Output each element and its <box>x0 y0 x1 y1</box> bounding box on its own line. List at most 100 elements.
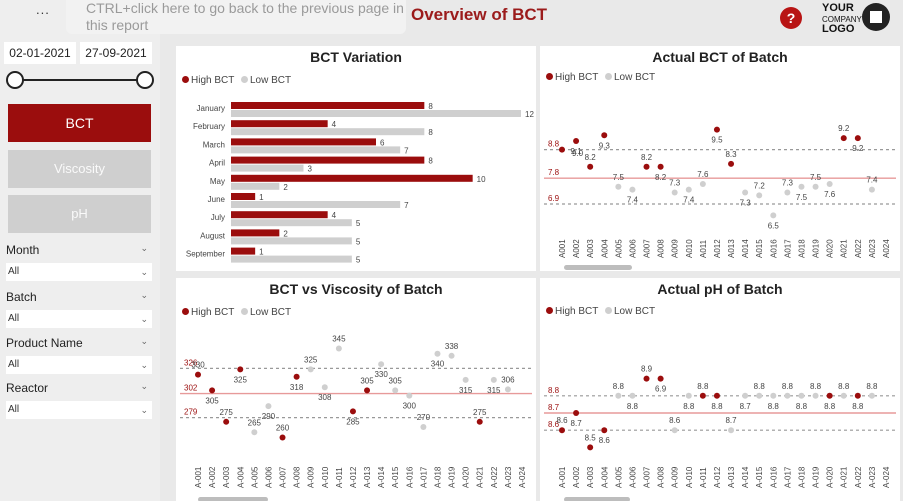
end-date-input[interactable]: 27-09-2021 <box>80 42 152 64</box>
x-tick-label: A-006 <box>264 466 273 488</box>
data-label: 8.8 <box>824 402 836 411</box>
data-label: 4 <box>332 211 337 220</box>
bar-low <box>231 128 425 136</box>
filter-label-text: Batch <box>6 290 37 304</box>
x-tick-label: A-016 <box>769 466 778 488</box>
point-high <box>279 434 286 441</box>
chevron-down-icon[interactable]: ⌄ <box>140 381 148 391</box>
x-tick-label: A018 <box>797 239 806 258</box>
x-tick-label: A001 <box>558 239 567 258</box>
chevron-down-icon[interactable]: ⌄ <box>140 290 148 300</box>
point-low <box>671 427 678 434</box>
data-label: 8.3 <box>725 150 737 159</box>
x-tick-label: A015 <box>755 239 764 258</box>
point-low <box>448 352 455 359</box>
point-high <box>854 392 861 399</box>
data-label: 318 <box>290 383 304 392</box>
point-high <box>643 375 650 382</box>
reference-label: 8.8 <box>548 386 560 395</box>
data-label: 5 <box>356 256 361 265</box>
data-label: 2 <box>283 183 288 192</box>
point-low <box>770 212 777 219</box>
legend-low-label: Low BCT <box>613 72 656 83</box>
data-label: 275 <box>219 408 233 417</box>
viscosity-button[interactable]: Viscosity <box>8 150 151 188</box>
point-low <box>462 376 469 383</box>
date-range-slider[interactable] <box>6 70 156 90</box>
data-label: 7.2 <box>754 181 766 190</box>
data-label: 306 <box>501 375 515 384</box>
data-label: 305 <box>360 376 374 385</box>
data-label: 7.5 <box>796 193 808 202</box>
chevron-down-icon[interactable]: ⌄ <box>140 336 148 346</box>
x-tick-label: A-012 <box>349 466 358 488</box>
data-label: 12 <box>525 110 534 119</box>
x-tick-label: A004 <box>600 239 609 258</box>
company-logo: YOUR COMPANY LOGO <box>822 2 890 34</box>
batch-select[interactable]: All ⌄ <box>6 310 152 328</box>
data-label: 2 <box>283 229 288 238</box>
x-tick-label: A012 <box>713 239 722 258</box>
data-label: 330 <box>191 361 205 370</box>
chart-title: BCT Variation <box>310 49 402 65</box>
product-name-select[interactable]: All ⌄ <box>6 356 152 374</box>
data-label: 305 <box>205 396 219 405</box>
chart-legend: High BCT Low BCT <box>182 75 291 86</box>
point-high <box>573 410 580 416</box>
month-select[interactable]: All ⌄ <box>6 263 152 281</box>
point-low <box>784 189 791 196</box>
reactor-filter-label[interactable]: Reactor ⌄ <box>6 381 152 395</box>
legend-low-dot <box>240 76 248 83</box>
point-low <box>699 180 706 187</box>
point-high <box>209 387 216 394</box>
month-filter-label[interactable]: Month ⌄ <box>6 243 152 257</box>
point-high <box>293 373 300 380</box>
filter-value: All <box>8 359 20 370</box>
x-tick-label: A-018 <box>433 466 442 488</box>
x-tick-label: A-005 <box>614 466 623 488</box>
point-low <box>321 384 328 391</box>
reference-label: 279 <box>184 408 198 417</box>
product-name-filter-label[interactable]: Product Name ⌄ <box>6 336 152 350</box>
horizontal-scrollbar[interactable] <box>564 265 632 270</box>
horizontal-scrollbar[interactable] <box>198 497 268 501</box>
data-label: 9.2 <box>852 144 864 153</box>
chevron-down-icon: ⌄ <box>140 360 148 370</box>
bct-button[interactable]: BCT <box>8 104 151 142</box>
legend-low-dot <box>604 73 612 80</box>
ph-button[interactable]: pH <box>8 195 151 233</box>
point-high <box>826 392 833 399</box>
data-label: 8.8 <box>838 382 850 391</box>
point-low <box>434 350 441 357</box>
data-label: 345 <box>332 334 346 343</box>
point-high <box>195 371 201 378</box>
x-tick-label: A-015 <box>391 466 400 488</box>
data-label: 340 <box>431 360 445 369</box>
x-tick-label: A-023 <box>504 466 513 488</box>
bar-low <box>231 255 352 263</box>
data-label: 7.4 <box>866 176 878 185</box>
help-icon[interactable]: ? <box>780 7 802 29</box>
x-tick-label: A024 <box>882 239 891 258</box>
reactor-select[interactable]: All ⌄ <box>6 401 152 419</box>
x-tick-label: A-016 <box>405 466 414 488</box>
point-low <box>798 392 805 399</box>
slider-start-handle[interactable] <box>6 71 24 89</box>
x-tick-label: A-004 <box>236 466 245 488</box>
slider-end-handle[interactable] <box>136 71 154 89</box>
batch-filter-label[interactable]: Batch ⌄ <box>6 290 152 304</box>
more-options-icon[interactable]: ... <box>36 2 50 17</box>
start-date-input[interactable]: 02-01-2021 <box>4 42 76 64</box>
reference-label: 7.8 <box>548 168 560 177</box>
horizontal-scrollbar[interactable] <box>564 497 630 501</box>
legend-high-label: High BCT <box>191 75 235 86</box>
chart-legend: High BCT Low BCT <box>182 307 291 318</box>
data-label: 8.8 <box>613 382 625 391</box>
x-tick-label: A-022 <box>490 466 499 488</box>
data-label: 8.2 <box>641 153 653 162</box>
data-label: 3 <box>308 165 313 174</box>
data-label: 270 <box>417 413 431 422</box>
data-label: 315 <box>487 386 501 395</box>
legend-low-dot <box>240 308 248 315</box>
chevron-down-icon[interactable]: ⌄ <box>140 243 148 253</box>
